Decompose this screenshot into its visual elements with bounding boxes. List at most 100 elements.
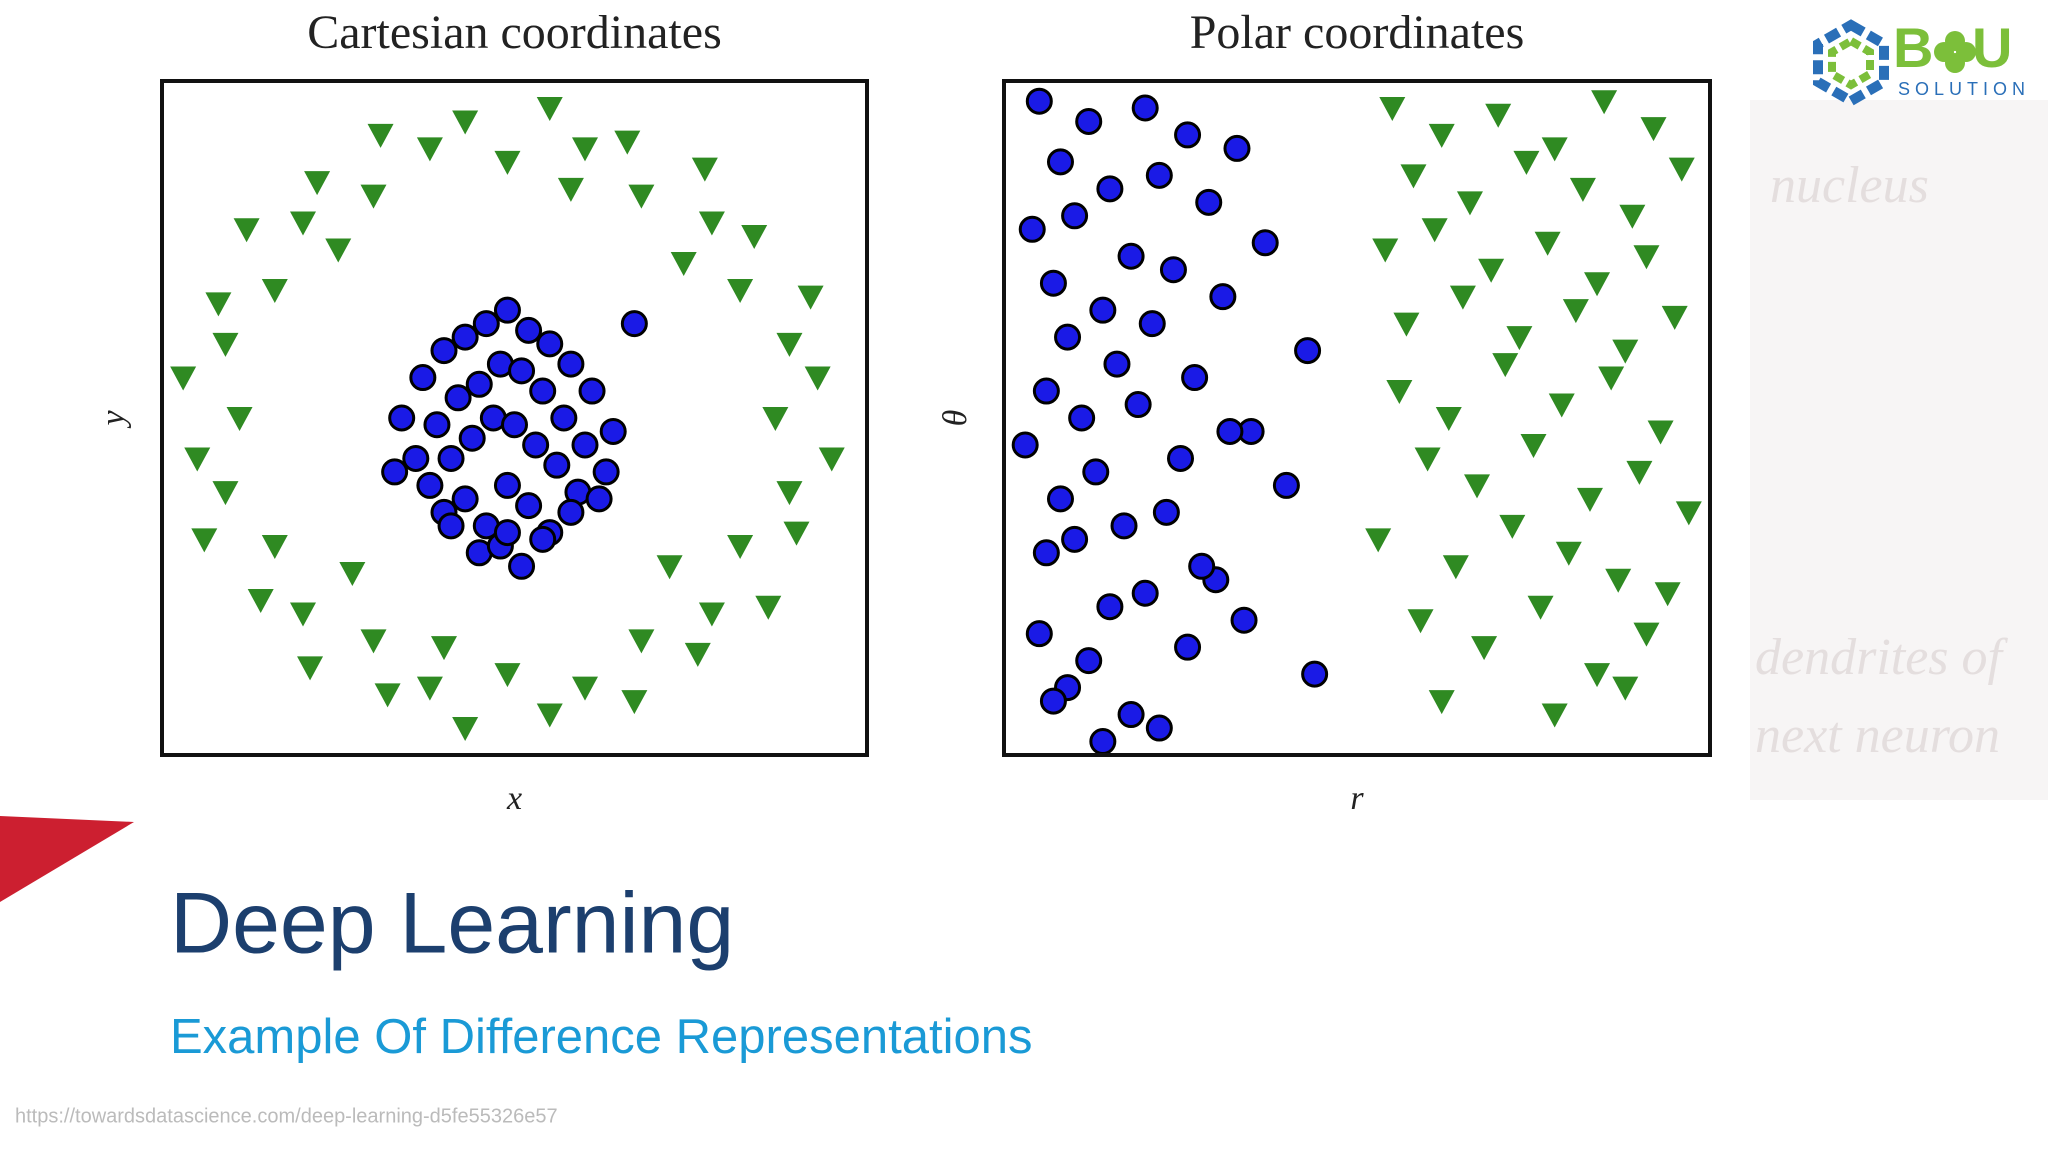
point [1089,296,1117,324]
point [1534,231,1561,256]
point [416,676,443,701]
point [1464,474,1491,499]
logo-letter: B [1893,16,1933,79]
point [1372,238,1399,263]
point [360,184,387,209]
point [1301,660,1329,688]
point [1181,364,1209,392]
point [205,292,232,317]
point [1612,676,1639,701]
point [1117,701,1145,729]
point [1414,447,1441,472]
point [1471,636,1498,661]
point [585,485,613,513]
point [1025,620,1053,648]
point [1223,134,1251,162]
point [536,96,563,121]
point [620,310,648,338]
point [1386,380,1413,405]
point [1159,256,1187,284]
point [1626,460,1653,485]
logo-letter: U [1972,16,2012,79]
point [1061,202,1089,230]
point [212,332,239,357]
point [402,444,430,472]
point [458,424,486,452]
point [1654,582,1681,607]
point [1428,690,1455,715]
point [1068,404,1096,432]
point [1584,272,1611,297]
point [557,498,585,526]
point [755,595,782,620]
point [804,366,831,391]
point [1174,121,1202,149]
chart: Polar coordinates r θ [937,6,1712,817]
point [1032,539,1060,567]
point [592,458,620,486]
point [691,157,718,182]
point [493,519,521,547]
point [1576,487,1603,512]
point [1668,157,1695,182]
point [367,123,394,148]
point [1407,609,1434,634]
point [451,323,479,351]
point [494,663,521,688]
point [1513,150,1540,175]
point [1555,541,1582,566]
point [1131,579,1159,607]
point [452,717,479,742]
point [304,171,331,196]
point [1251,229,1279,257]
background-panel [1750,100,2048,800]
point [543,451,571,479]
point [1209,283,1237,311]
point [465,370,493,398]
logo: B U SOLUTION [1813,16,2025,107]
point [1492,353,1519,378]
point [416,471,444,499]
point [1562,299,1589,324]
point [247,588,274,613]
point [431,636,457,661]
point [1039,269,1067,297]
point [536,330,564,358]
point [472,310,500,338]
chart-title: Cartesian coordinates [307,6,722,59]
point [698,602,725,627]
point [1145,714,1173,742]
point [493,296,521,324]
point [1272,471,1300,499]
point [522,431,550,459]
point [1456,191,1483,216]
point [501,411,528,439]
point [297,656,324,681]
point [360,629,387,654]
point [1612,339,1639,364]
point [452,110,479,135]
point [1054,323,1082,351]
point [776,332,803,357]
point [261,535,288,560]
point [416,137,443,162]
point [578,377,606,405]
point [698,211,725,236]
point [1421,218,1448,243]
point [550,404,578,432]
point [1124,391,1152,419]
point [1527,595,1554,620]
point [191,528,218,553]
point [529,377,557,405]
point [1661,305,1688,330]
point [571,431,599,459]
point [423,411,451,439]
point [1188,552,1216,580]
source-link: https://towardsdatascience.com/deep-lear… [15,1105,558,1127]
slide-title: Deep Learning [170,876,734,972]
point [762,407,789,431]
point [170,366,197,391]
point [508,357,536,385]
x-axis-label: r [1350,780,1364,817]
point [1400,164,1427,189]
